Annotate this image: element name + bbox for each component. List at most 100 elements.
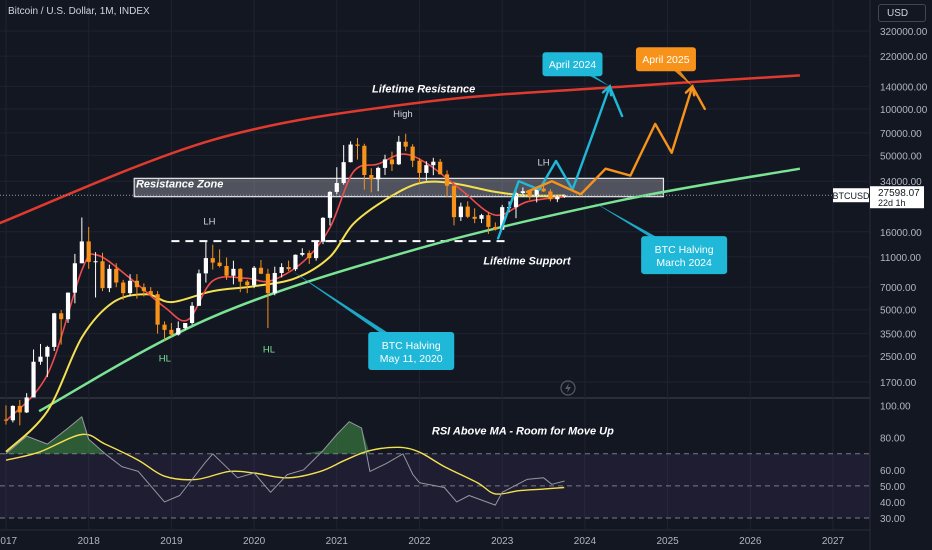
candle-body xyxy=(314,241,319,259)
price-tick-label: 50000.00 xyxy=(880,151,922,162)
callout-box xyxy=(542,52,603,77)
candle-body xyxy=(465,206,470,217)
currency-button[interactable]: USD xyxy=(878,4,926,22)
candle-body xyxy=(493,226,498,230)
time-tick-label: 2026 xyxy=(739,536,762,547)
candle-body xyxy=(300,253,305,255)
lifetime-support-curve xyxy=(38,167,801,413)
candle-body xyxy=(238,268,243,282)
candle-body xyxy=(417,160,422,173)
rsi-line xyxy=(5,416,565,506)
candle-body xyxy=(444,174,450,186)
candle-body xyxy=(79,241,84,264)
candle-body xyxy=(327,191,333,218)
candle-body xyxy=(203,258,208,274)
callout-box xyxy=(635,47,696,72)
price-tick-label: 1700.00 xyxy=(880,378,917,389)
time-tick-label: 2022 xyxy=(408,536,431,547)
candle-body xyxy=(45,346,50,357)
candle-body xyxy=(396,141,401,165)
lightning-icon-glyph xyxy=(565,383,571,393)
chart-annotation: Lifetime Resistance xyxy=(372,83,475,95)
projection-path-orange xyxy=(525,85,706,196)
rsi-tick-label: 60.00 xyxy=(880,466,905,477)
candle-body xyxy=(127,280,133,294)
candle-body xyxy=(93,261,98,263)
candle-body xyxy=(72,263,77,293)
candle-body xyxy=(486,215,491,227)
callout-label: BTC Halving xyxy=(382,340,441,352)
candle-body xyxy=(307,253,312,259)
callout-pointer xyxy=(291,270,417,351)
time-tick-label: 2019 xyxy=(160,536,183,547)
candle-body xyxy=(555,196,560,200)
chart-annotation: Lifetime Support xyxy=(483,256,572,268)
candle-body xyxy=(196,273,202,306)
chart-annotation: HL xyxy=(263,344,275,355)
candle-body xyxy=(334,183,339,192)
candle-body xyxy=(389,159,395,165)
candle-body xyxy=(3,419,9,421)
price-tick-label: 100000.00 xyxy=(880,105,928,116)
candle-body xyxy=(86,241,91,262)
candle-body xyxy=(169,329,174,335)
candle-body xyxy=(320,217,326,242)
candle-body xyxy=(458,206,463,218)
price-tag-box xyxy=(870,186,924,209)
time-tick-label: 2021 xyxy=(326,536,349,547)
candle-body xyxy=(114,268,119,283)
candle-body xyxy=(231,268,236,276)
candle-body xyxy=(451,185,457,218)
callout-label: May 11, 2020 xyxy=(380,353,443,365)
candle-body xyxy=(189,305,195,324)
candle-body xyxy=(293,254,298,270)
candle-body xyxy=(65,292,71,320)
candle-body xyxy=(176,328,181,335)
time-tick-label: 2023 xyxy=(491,536,514,547)
price-tick-label: 11000.00 xyxy=(880,253,921,264)
slow-moving-average xyxy=(5,180,565,453)
price-tick-label: 70000.00 xyxy=(880,129,922,140)
time-tick-label: 2024 xyxy=(574,536,597,547)
candle-body xyxy=(10,405,15,421)
candle-body xyxy=(410,146,415,161)
candle-body xyxy=(362,145,367,176)
candle-body xyxy=(541,188,546,192)
candle-body xyxy=(210,258,215,263)
candle-body xyxy=(527,191,532,197)
candle-body xyxy=(17,405,22,413)
time-tick-label: 2017 xyxy=(0,536,18,547)
rsi-annotation: RSI Above MA - Room for Move Up xyxy=(432,426,614,438)
candle-body xyxy=(534,188,539,197)
candle-body xyxy=(252,267,257,286)
callout-label: April 2025 xyxy=(642,54,689,66)
chart-annotation: LH xyxy=(203,217,215,228)
price-tick-label: 2500.00 xyxy=(880,352,917,363)
time-tick-label: 2020 xyxy=(243,536,266,547)
symbol-header: Bitcoin / U.S. Dollar, 1M, INDEX xyxy=(8,6,150,17)
callout-label: BTC Halving xyxy=(655,244,714,256)
callout-label: April 2024 xyxy=(549,59,596,71)
candle-body xyxy=(562,195,567,197)
time-tick-label: 2018 xyxy=(78,536,101,547)
candle-body xyxy=(121,282,126,294)
price-tag-symbol-box xyxy=(833,188,869,203)
callout-box xyxy=(368,331,455,370)
candle-body xyxy=(403,141,408,147)
candle-body xyxy=(245,281,250,286)
time-tick-label: 2027 xyxy=(822,536,845,547)
chart-annotation: LH xyxy=(537,158,549,169)
projection-path-blue xyxy=(496,85,624,240)
price-tag-price: 27598.07 xyxy=(878,188,920,199)
price-tick-label: 220000.00 xyxy=(880,52,928,63)
candle-body xyxy=(148,291,153,295)
rsi-tick-label: 80.00 xyxy=(880,434,905,445)
rsi-overbought-fill xyxy=(6,416,565,454)
chart-annotation: Resistance Zone xyxy=(136,178,223,190)
projection-arrowhead-blue xyxy=(601,84,613,97)
candle-body xyxy=(141,287,146,292)
price-tag-countdown: 22d 1h xyxy=(878,198,906,208)
candle-body xyxy=(279,267,284,273)
